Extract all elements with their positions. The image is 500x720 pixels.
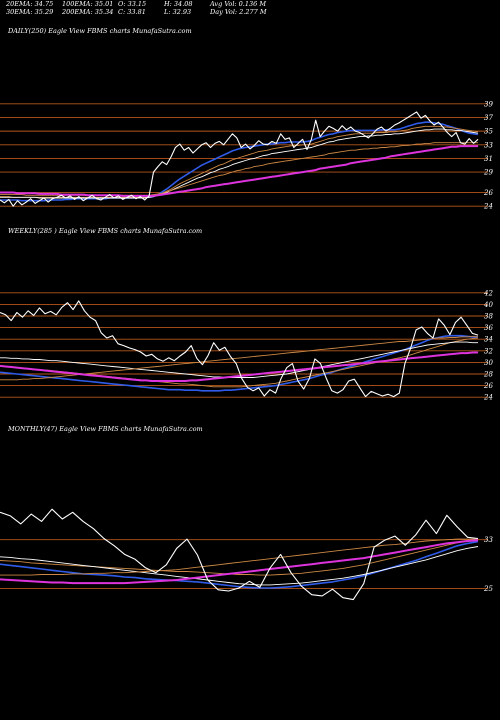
daily-level-label-0: 39	[484, 100, 493, 108]
monthly-ma-line-5	[0, 539, 479, 585]
weekly-level-label-9: 24	[483, 394, 493, 402]
monthly-panel-label: MONTHLY(47) Eagle View FBMS charts Munaf…	[8, 425, 203, 433]
weekly-ma-line-1	[0, 334, 479, 392]
monthly-level-label-0: 33	[484, 536, 493, 544]
daily-chart: 39 37 35 33 31 29 26 24	[0, 100, 493, 211]
weekly-level-label-0: 42	[483, 289, 493, 297]
daily-ma-line-5	[0, 145, 478, 197]
weekly-level-label-5: 32	[484, 347, 493, 355]
indicator-header: 20EMA: 34.75 100EMA: 35.01 O: 33.15 H: 34.0…	[6, 0, 290, 16]
ema20-value: 20EMA: 34.75	[6, 0, 54, 8]
day-vol-value: Day Vol: 2.277 M	[210, 8, 267, 16]
daily-ma-line-3	[0, 128, 479, 199]
weekly-level-label-3: 36	[484, 324, 493, 332]
ema200-value: 200EMA: 35.34	[62, 8, 114, 16]
weekly-panel-label: WEEKLY(285 ) Eagle View FBMS charts Muna…	[8, 227, 203, 235]
ema30-value: 30EMA: 35.29	[6, 8, 54, 16]
daily-level-label-6: 26	[483, 189, 493, 197]
weekly-level-label-1: 40	[483, 301, 493, 309]
daily-ma-line-2	[0, 125, 479, 198]
avg-vol-value: Avg Vol: 0.136 M	[210, 0, 267, 8]
daily-level-label-3: 33	[484, 141, 493, 149]
header-row-1: 20EMA: 34.75 100EMA: 35.01 O: 33.15 H: 34.0…	[6, 0, 290, 8]
weekly-level-label-7: 28	[483, 371, 493, 379]
monthly-ma-line-3	[0, 546, 479, 586]
daily-panel-label: DAILY(250) Eagle View FBMS charts Munafa…	[8, 27, 192, 35]
daily-level-label-7: 24	[483, 203, 493, 211]
daily-ma-line-4	[0, 142, 478, 196]
monthly-chart: 33 25	[0, 508, 493, 601]
weekly-level-label-2: 38	[484, 313, 493, 321]
monthly-ma-line-2	[0, 539, 479, 576]
daily-level-label-4: 31	[484, 155, 493, 163]
daily-price-line	[0, 111, 479, 207]
header-row-2: 30EMA: 35.29 200EMA: 35.34 C: 33.81 L: 32.9…	[6, 8, 290, 16]
weekly-chart: 42 40 38 36 34 32 30 28 26 24	[0, 289, 493, 402]
monthly-price-line	[0, 508, 479, 601]
daily-level-label-2: 35	[484, 128, 493, 136]
open-value: O: 33.15	[118, 0, 147, 8]
weekly-level-label-4: 34	[484, 336, 493, 344]
monthly-ma-line-4	[0, 538, 478, 576]
high-value: H: 34.08	[164, 0, 193, 8]
low-value: L: 32.93	[164, 8, 192, 16]
close-value: C: 33.81	[118, 8, 146, 16]
weekly-level-label-8: 26	[483, 382, 493, 390]
weekly-price-line	[0, 300, 479, 398]
weekly-level-label-6: 30	[484, 359, 493, 367]
daily-level-label-5: 29	[483, 169, 493, 177]
monthly-level-label-1: 25	[483, 585, 493, 593]
weekly-ma-line-3	[0, 341, 478, 378]
weekly-ma-line-5	[0, 351, 478, 382]
daily-level-label-1: 37	[484, 114, 493, 122]
daily-ma-line-1	[0, 121, 479, 202]
ema100-value: 100EMA: 35.01	[62, 0, 114, 8]
